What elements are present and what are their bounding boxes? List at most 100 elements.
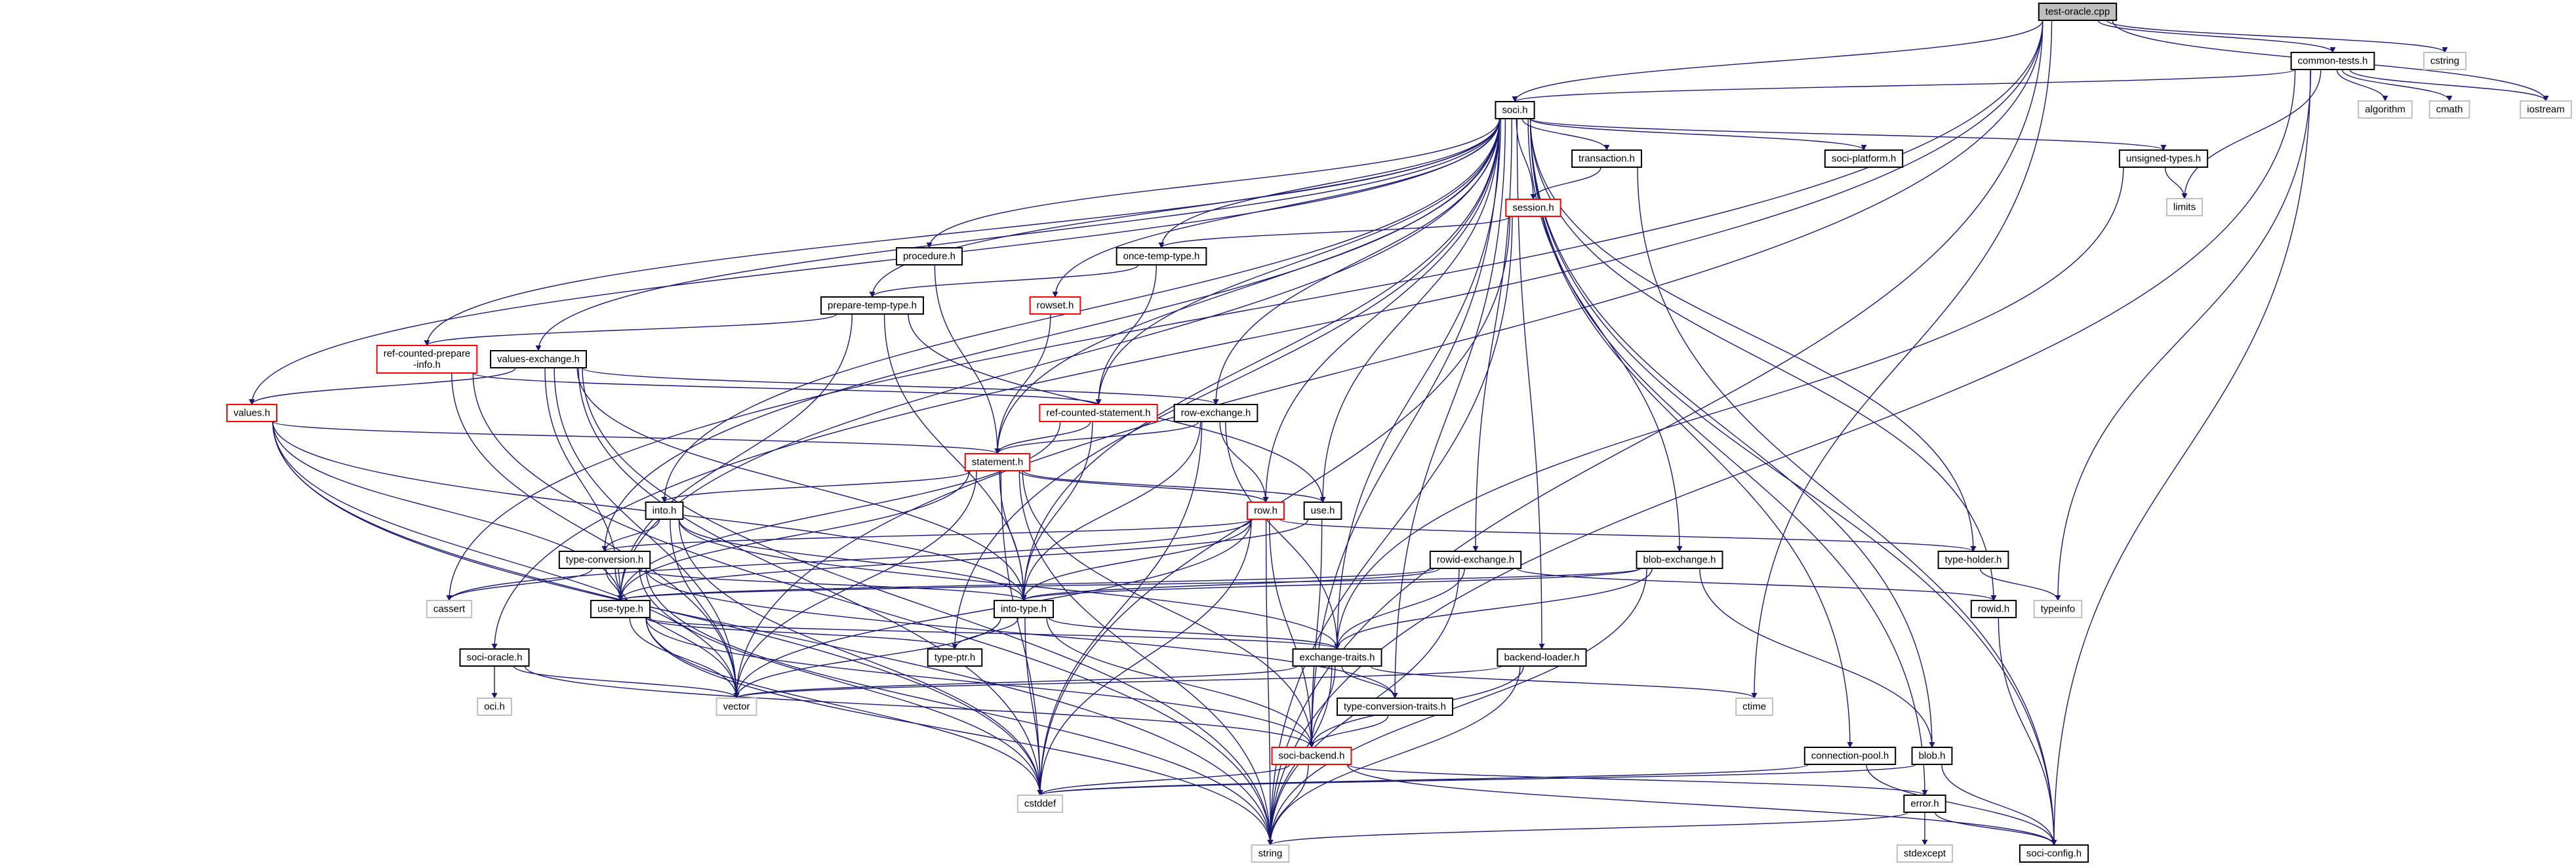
node-soci-platform-h[interactable]: soci-platform.h — [1824, 149, 1904, 168]
node-label: ref-counted-prepare — [384, 348, 471, 359]
node-string[interactable]: string — [1251, 844, 1290, 863]
node-stdexcept[interactable]: stdexcept — [1896, 844, 1954, 863]
node-rowid-exchange-h[interactable]: rowid-exchange.h — [1429, 551, 1522, 569]
edge-row-exchange-h-to-row-h — [1219, 421, 1269, 503]
edge-blob-h-to-cstddef — [1037, 764, 1917, 796]
node-row-h[interactable]: row.h — [1247, 502, 1285, 520]
node-label: transaction.h — [1579, 153, 1635, 165]
node-label: typeinfo — [2041, 604, 2076, 615]
node-ctime[interactable]: ctime — [1735, 698, 1773, 716]
edge-once-temp-type-h-to-ref-counted-statement-h — [1095, 264, 1157, 405]
node-transaction-h[interactable]: transaction.h — [1571, 149, 1642, 168]
node-box — [1803, 747, 1897, 765]
node-type-conversion-h[interactable]: type-conversion.h — [558, 551, 651, 569]
node-iostream[interactable]: iostream — [2520, 100, 2572, 119]
edge-exchange-traits-h-to-type-conversion-traits-h — [1341, 665, 1398, 699]
node-typeinfo[interactable]: typeinfo — [2033, 600, 2083, 618]
node-common-tests-h[interactable]: common-tests.h — [2290, 52, 2375, 70]
node-box — [2038, 3, 2118, 21]
node-error-h[interactable]: error.h — [1903, 795, 1946, 813]
edge-statement-h-to-use-h — [1022, 470, 1326, 503]
edge-procedure-h-to-statement-h — [934, 264, 1001, 454]
node-soci-oracle-h[interactable]: soci-oracle.h — [459, 648, 530, 667]
edge-soci-h-to-values-h — [249, 118, 1500, 405]
node-type-ptr-h[interactable]: type-ptr.h — [927, 648, 983, 667]
edge-row-exchange-h-to-into-type-h — [1020, 421, 1201, 601]
node-into-h[interactable]: into.h — [645, 502, 684, 520]
node-limits[interactable]: limits — [2165, 198, 2204, 216]
node-soci-backend-h[interactable]: soci-backend.h — [1271, 747, 1352, 765]
node-prepare-temp-type-h[interactable]: prepare-temp-type.h — [820, 296, 924, 315]
node-ref-counted-statement-h[interactable]: ref-counted-statement.h — [1039, 404, 1158, 422]
edge-use-type-h-to-type-ptr-h — [645, 617, 958, 650]
node-ref-counted-prepare-info-h[interactable]: ref-counted-prepare-info.h — [376, 345, 478, 374]
node-cmath[interactable]: cmath — [2428, 100, 2470, 119]
edge-soci-backend-h-to-string — [1267, 764, 1309, 846]
node-box — [645, 502, 684, 520]
edge-soci-h-to-into-h — [661, 118, 1500, 503]
node-once-temp-type-h[interactable]: once-temp-type.h — [1116, 247, 1207, 266]
node-soci-h[interactable]: soci.h — [1495, 101, 1535, 119]
edge-values-exchange-h-to-row-exchange-h — [582, 367, 1219, 405]
node-box — [459, 648, 530, 667]
node-label: type-ptr.h — [935, 652, 976, 663]
node-box — [964, 453, 1031, 471]
edge-session-h-to-string — [1267, 216, 1513, 846]
edge-soci-h-to-rowset-h — [1052, 118, 1500, 298]
node-box — [2423, 52, 2467, 70]
node-algorithm[interactable]: algorithm — [2358, 100, 2413, 119]
edge-into-h-to-exchange-traits-h — [678, 519, 1340, 650]
edge-blob-exchange-h-to-blob-h — [1699, 568, 1935, 748]
node-type-holder-h[interactable]: type-holder.h — [1937, 551, 2009, 569]
edge-values-exchange-h-to-values-h — [249, 367, 516, 405]
node-session-h[interactable]: session.h — [1505, 199, 1561, 217]
node-blob-h[interactable]: blob.h — [1911, 747, 1953, 765]
node-box — [1292, 648, 1382, 667]
edge-soci-h-to-blob-h — [1529, 118, 1935, 748]
node-oci-h[interactable]: oci.h — [477, 698, 512, 716]
node-use-type-h[interactable]: use-type.h — [590, 600, 651, 618]
node-use-h[interactable]: use.h — [1303, 502, 1342, 520]
node-unsigned-types-h[interactable]: unsigned-types.h — [2118, 149, 2209, 168]
node-cstddef[interactable]: cstddef — [1016, 795, 1064, 813]
node-statement-h[interactable]: statement.h — [964, 453, 1031, 471]
node-values-exchange-h[interactable]: values-exchange.h — [490, 350, 587, 368]
node-connection-pool-h[interactable]: connection-pool.h — [1803, 747, 1897, 765]
edge-once-temp-type-h-to-prepare-temp-type-h — [869, 264, 1139, 298]
edge-test-oracle-cpp-to-soci-h — [1512, 20, 2043, 102]
node-soci-config-h[interactable]: soci-config.h — [2019, 844, 2089, 863]
edge-ref-counted-statement-h-to-into-type-h — [1020, 421, 1093, 601]
node-test-oracle-cpp[interactable]: test-oracle.cpp — [2038, 3, 2118, 21]
node-backend-loader-h[interactable]: backend-loader.h — [1497, 648, 1587, 667]
edge-row-h-to-type-conversion-h — [601, 519, 1252, 552]
edge-test-oracle-cpp-to-common-tests-h — [2097, 20, 2336, 53]
edge-test-oracle-cpp-to-string — [1267, 20, 2043, 846]
node-label: row.h — [1254, 505, 1278, 517]
node-vector[interactable]: vector — [715, 698, 757, 716]
node-cstring[interactable]: cstring — [2423, 52, 2467, 70]
edge-row-h-to-soci-backend-h — [1268, 519, 1315, 748]
node-exchange-traits-h[interactable]: exchange-traits.h — [1292, 648, 1382, 667]
edge-type-conversion-h-to-into-type-h — [637, 568, 1027, 601]
node-rowset-h[interactable]: rowset.h — [1029, 296, 1081, 315]
edge-soci-oracle-h-to-soci-backend-h — [524, 665, 1315, 748]
edge-backend-loader-h-to-vector — [733, 665, 1502, 699]
node-blob-exchange-h[interactable]: blob-exchange.h — [1636, 551, 1723, 569]
node-box — [715, 698, 757, 716]
node-procedure-h[interactable]: procedure.h — [895, 247, 963, 266]
node-type-conversion-traits-h[interactable]: type-conversion-traits.h — [1337, 698, 1453, 716]
node-label: session.h — [1512, 203, 1554, 214]
node-rowid-h[interactable]: rowid.h — [1970, 600, 2017, 618]
edge-soci-h-to-soci-platform-h — [1529, 118, 1867, 151]
node-box — [1247, 502, 1285, 520]
node-box — [1429, 551, 1522, 569]
node-into-type-h[interactable]: into-type.h — [993, 600, 1055, 618]
node-values-h[interactable]: values.h — [226, 404, 277, 422]
edge-blob-exchange-h-to-exchange-traits-h — [1334, 568, 1653, 650]
edge-values-exchange-h-to-vector — [553, 367, 740, 699]
node-row-exchange-h[interactable]: row-exchange.h — [1173, 404, 1258, 422]
edge-row-h-to-cassert — [446, 519, 1252, 601]
edge-common-tests-h-to-string — [1267, 69, 2296, 846]
node-cassert[interactable]: cassert — [426, 600, 473, 618]
node-box — [1039, 404, 1158, 422]
